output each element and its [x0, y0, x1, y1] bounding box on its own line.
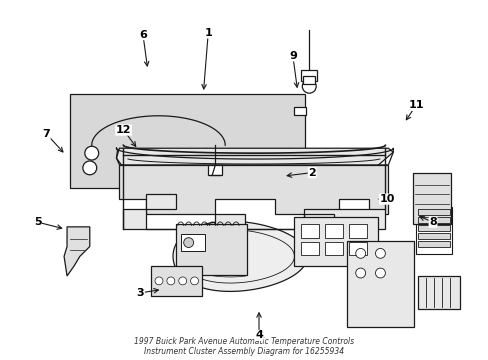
Bar [415, 207, 451, 255]
Text: 12: 12 [116, 125, 131, 135]
Bar [294, 217, 378, 266]
Bar [181, 234, 205, 251]
Polygon shape [64, 227, 90, 276]
Bar [70, 94, 305, 188]
Circle shape [375, 268, 385, 278]
Bar [301, 224, 319, 238]
Circle shape [302, 80, 316, 93]
Bar [412, 173, 450, 224]
Polygon shape [119, 165, 387, 214]
Circle shape [183, 238, 193, 247]
Text: 10: 10 [379, 194, 394, 204]
Bar [417, 240, 449, 247]
Bar [301, 242, 319, 255]
Bar [417, 217, 449, 223]
Bar [348, 242, 366, 255]
Bar [175, 224, 246, 275]
Bar [348, 224, 366, 238]
Polygon shape [173, 221, 307, 291]
Polygon shape [123, 194, 385, 229]
Bar [346, 240, 413, 327]
Text: 11: 11 [407, 100, 423, 111]
Text: 1997 Buick Park Avenue Automatic Temperature Controls: 1997 Buick Park Avenue Automatic Tempera… [134, 337, 354, 346]
Circle shape [355, 268, 365, 278]
Circle shape [355, 248, 365, 258]
Text: 1: 1 [204, 28, 212, 38]
Text: 9: 9 [288, 51, 296, 61]
Circle shape [190, 277, 198, 285]
Bar [417, 209, 449, 215]
Circle shape [84, 146, 99, 160]
Text: Instrument Cluster Assembly Diagram for 16255934: Instrument Cluster Assembly Diagram for … [144, 347, 344, 356]
Bar [208, 165, 222, 175]
Circle shape [155, 277, 163, 285]
Circle shape [375, 248, 385, 258]
Text: 3: 3 [137, 288, 144, 298]
Bar [325, 224, 342, 238]
Bar [151, 266, 202, 296]
Bar [417, 276, 459, 309]
Text: 2: 2 [307, 168, 315, 177]
Bar [417, 233, 449, 239]
Circle shape [179, 277, 186, 285]
Text: 7: 7 [42, 129, 50, 139]
Bar [301, 69, 317, 81]
Polygon shape [116, 148, 392, 168]
Bar [325, 242, 342, 255]
Circle shape [82, 161, 97, 175]
Bar [294, 107, 305, 115]
Bar [417, 225, 449, 231]
Text: 4: 4 [255, 330, 263, 340]
Text: 8: 8 [428, 217, 436, 227]
Text: 6: 6 [139, 30, 146, 40]
Circle shape [166, 277, 174, 285]
Text: 5: 5 [34, 217, 41, 227]
Bar [303, 76, 315, 84]
